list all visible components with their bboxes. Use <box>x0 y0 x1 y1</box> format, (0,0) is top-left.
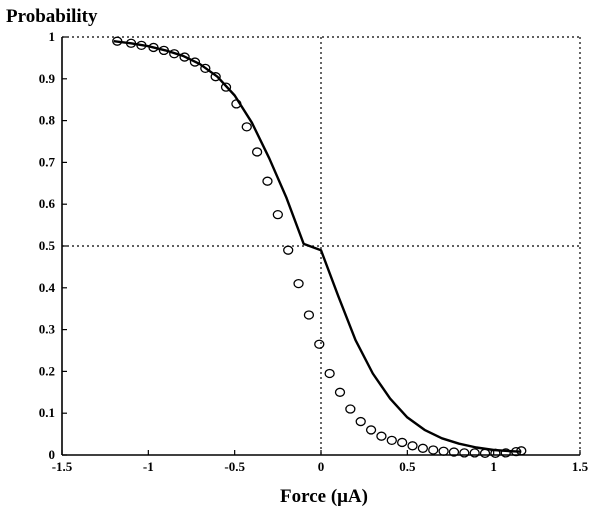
x-axis-label: Force (μA) <box>280 486 368 507</box>
data-point-circle <box>283 245 294 255</box>
data-point-circle <box>210 72 221 82</box>
x-tick-label: -0.5 <box>224 459 245 474</box>
data-point-circle <box>303 310 315 320</box>
x-tick-label: -1 <box>143 459 154 474</box>
y-axis-label: Probability <box>6 6 98 27</box>
data-point-circle <box>459 448 470 458</box>
data-point-circle <box>272 209 283 220</box>
data-point-circle <box>500 448 511 458</box>
data-point-circle <box>448 447 460 457</box>
y-tick-label: 0.4 <box>39 280 56 295</box>
y-tick-label: 0 <box>49 447 56 462</box>
y-tick-label: 0.6 <box>39 196 56 211</box>
data-point-circle <box>251 147 263 157</box>
data-point-circle <box>334 387 346 397</box>
y-tick-label: 0.9 <box>39 71 56 86</box>
data-point-circle <box>262 176 273 186</box>
x-tick-label: 0 <box>318 459 325 474</box>
x-tick-label: -1.5 <box>52 459 73 474</box>
data-point-circle <box>355 416 366 427</box>
data-point-circle <box>293 278 304 289</box>
data-point-circle <box>428 445 439 455</box>
y-tick-label: 0.8 <box>39 113 56 128</box>
data-point-circle <box>417 443 429 453</box>
data-point-circle <box>438 446 449 456</box>
data-point-circle <box>469 448 480 458</box>
x-tick-label: 1.5 <box>572 459 589 474</box>
data-point-circle <box>179 52 190 62</box>
data-point-circle <box>241 122 252 132</box>
data-point-circle <box>220 82 232 92</box>
plot-area: 0 0.1 0.2 0.3 0.4 0.5 0.6 0.7 0.8 0.9 1 -1.5 -1 -0.5 0… <box>39 29 589 474</box>
y-tick-label: 1 <box>49 29 56 44</box>
data-point-circle <box>479 448 491 458</box>
data-point-circle <box>376 431 387 441</box>
y-tick-label: 0.5 <box>39 238 56 253</box>
x-tick-label: 0.5 <box>399 459 416 474</box>
data-point-circle <box>386 435 397 446</box>
data-point-circle <box>314 339 325 349</box>
y-tick-label: 0.3 <box>39 322 56 337</box>
x-tick-label: 1 <box>490 459 497 474</box>
data-point-circle <box>365 425 377 435</box>
data-point-circle <box>200 63 211 73</box>
fitted-curve-line <box>113 40 522 453</box>
data-point-circle <box>189 57 201 67</box>
data-point-circle <box>345 404 356 414</box>
data-point-circle <box>407 441 418 451</box>
y-tick-label: 0.7 <box>39 154 56 169</box>
data-point-circle <box>324 368 335 379</box>
data-point-circle <box>397 437 408 448</box>
y-tick-label: 0.1 <box>39 405 55 420</box>
data-points <box>112 36 527 458</box>
y-tick-label: 0.2 <box>39 363 55 378</box>
